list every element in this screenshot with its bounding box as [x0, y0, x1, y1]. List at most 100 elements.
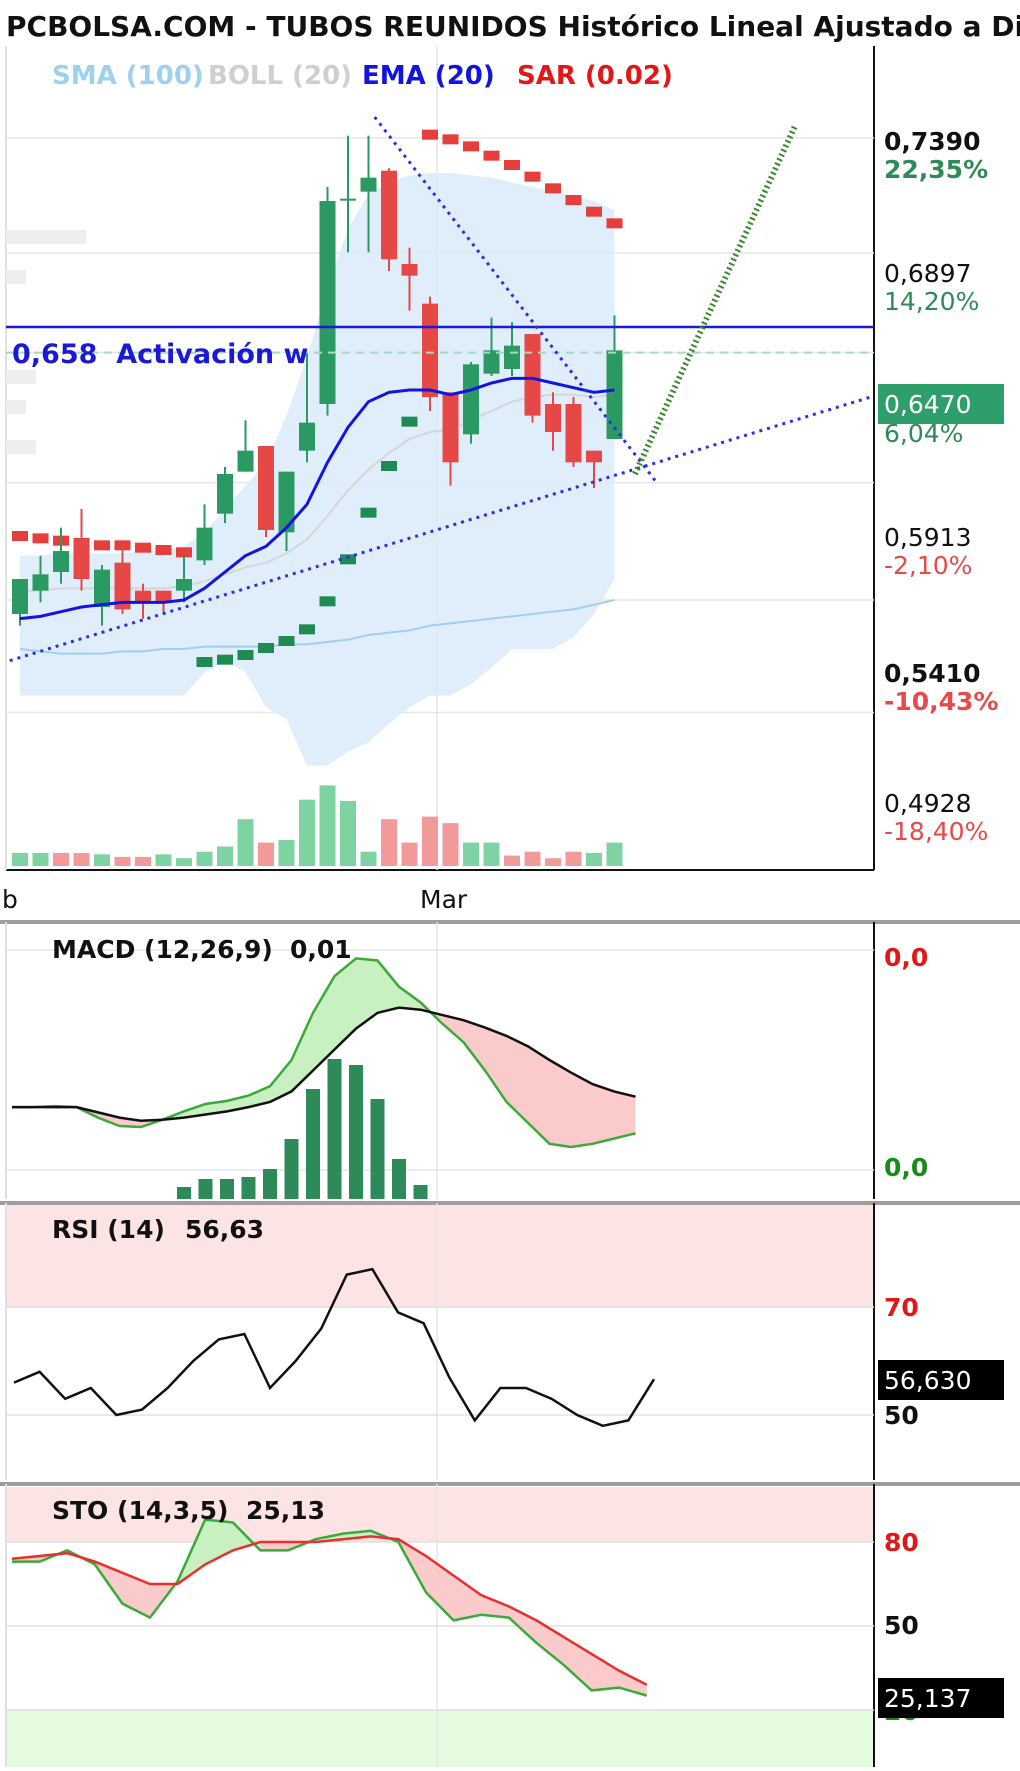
- sar-dot: [258, 643, 274, 653]
- volume-bar: [114, 856, 131, 866]
- candle-body: [94, 569, 110, 607]
- candle-body: [217, 474, 233, 514]
- sar-dot: [340, 554, 356, 565]
- sar-dot: [360, 507, 377, 518]
- macd-histogram-bar: [306, 1089, 320, 1199]
- volume-bar: [360, 851, 377, 866]
- sto-d-line: [11, 1535, 648, 1686]
- fill-segment: [549, 1060, 571, 1147]
- volume-bar: [586, 853, 602, 866]
- fill-segment: [536, 1620, 564, 1666]
- macd-line: [12, 957, 636, 1149]
- ghost-label: [6, 230, 86, 244]
- volume-bar: [340, 801, 356, 866]
- candle-body: [545, 404, 561, 432]
- sar-dot: [524, 171, 541, 182]
- candle-body: [565, 404, 582, 463]
- fill-segment: [270, 1060, 292, 1102]
- volume-bar: [32, 853, 49, 866]
- fill-segment: [528, 1046, 550, 1144]
- sto-title: STO (14,3,5): [52, 1496, 228, 1525]
- chart-title: PCBOLSA.COM - TUBOS REUNIDOS Histórico L…: [6, 10, 1020, 43]
- volume-bar: [258, 842, 274, 866]
- macd-histogram-bar: [177, 1187, 191, 1199]
- candle-body: [155, 590, 172, 603]
- fill-segment: [119, 1117, 141, 1128]
- sar-dot: [135, 542, 151, 553]
- candle-body: [12, 579, 28, 614]
- candle-body: [32, 574, 49, 591]
- sar-dot: [586, 206, 602, 217]
- rsi-current-badge: [878, 1360, 1004, 1400]
- axis-pct-2: 6,04%: [884, 419, 963, 448]
- candle-body: [381, 170, 397, 260]
- candle-body: [196, 527, 213, 561]
- sar-dot: [94, 540, 110, 551]
- rsi-line: [13, 1267, 656, 1428]
- macd-histogram-bar: [284, 1139, 299, 1199]
- macd-axis-top: 0,0: [884, 943, 928, 972]
- sar-dot: [483, 150, 500, 161]
- activation-label: 0,658 Activación w: [12, 339, 308, 370]
- fill-segment: [592, 1084, 614, 1144]
- sar-dot: [196, 657, 213, 667]
- fill-segment: [614, 1091, 636, 1139]
- candle-body: [258, 446, 274, 530]
- fill-segment: [291, 1012, 313, 1092]
- volume-bar: [401, 842, 418, 866]
- sar-dot: [299, 624, 315, 635]
- macd-histogram-bar: [198, 1179, 213, 1199]
- rsi-axis-70: 70: [884, 1293, 919, 1322]
- sma100-line: [19, 599, 615, 655]
- volume-bar: [73, 853, 90, 866]
- fill-segment: [506, 1035, 528, 1123]
- sar-dot: [463, 141, 479, 152]
- fill-segment: [442, 1014, 464, 1043]
- sar-dot: [237, 650, 254, 660]
- axis-pct-0: 22,35%: [884, 155, 988, 184]
- fill-segment: [508, 1606, 537, 1643]
- volume-bar: [196, 851, 213, 866]
- volume-bar: [155, 854, 172, 866]
- fill-segment: [481, 1595, 509, 1618]
- projection-line: [632, 125, 798, 476]
- rsi-value: 56,63: [185, 1215, 264, 1244]
- candle-body: [114, 562, 131, 610]
- macd-axis-bottom: 0,0: [884, 1153, 928, 1182]
- volume-bar: [135, 856, 151, 866]
- sto-axis-80: 80: [884, 1528, 919, 1557]
- x-label-mar: Mar: [420, 885, 468, 914]
- rsi-overbought-zone: [6, 1205, 874, 1308]
- volume-bar: [319, 785, 336, 866]
- candle-body: [53, 551, 69, 572]
- x-label-feb: b: [2, 885, 18, 914]
- legend-ema: EMA (20): [362, 61, 495, 91]
- volume-bar: [483, 842, 500, 866]
- axis-price-1: 0,6897: [884, 259, 971, 288]
- sar-dot: [545, 183, 561, 194]
- volume-bar: [12, 853, 28, 866]
- fill-segment: [334, 958, 356, 1050]
- ghost-label: [6, 370, 36, 384]
- rsi-current: 56,630: [884, 1366, 971, 1395]
- axis-price-2: 0,6470: [884, 390, 971, 419]
- axis-price-5: 0,4928: [884, 789, 971, 818]
- axis-pct-1: 14,20%: [884, 287, 979, 316]
- candle-body: [504, 345, 520, 369]
- ghost-label: [6, 270, 26, 284]
- bollinger-band: [20, 173, 615, 766]
- candle-body: [73, 539, 90, 579]
- volume-bar: [217, 846, 233, 866]
- macd-histogram-bar: [392, 1159, 406, 1199]
- macd-histogram-bar: [220, 1179, 234, 1199]
- volume-bar: [422, 816, 438, 866]
- fill-segment: [399, 986, 421, 1010]
- candle-body: [176, 579, 192, 591]
- candle-body: [360, 177, 377, 192]
- macd-histogram-bar: [263, 1169, 277, 1199]
- fill-segment: [485, 1027, 507, 1102]
- sar-dot: [32, 533, 49, 544]
- axis-price-0: 0,7390: [884, 127, 980, 156]
- fill-segment: [453, 1575, 482, 1621]
- macd-histogram-bar: [349, 1065, 363, 1199]
